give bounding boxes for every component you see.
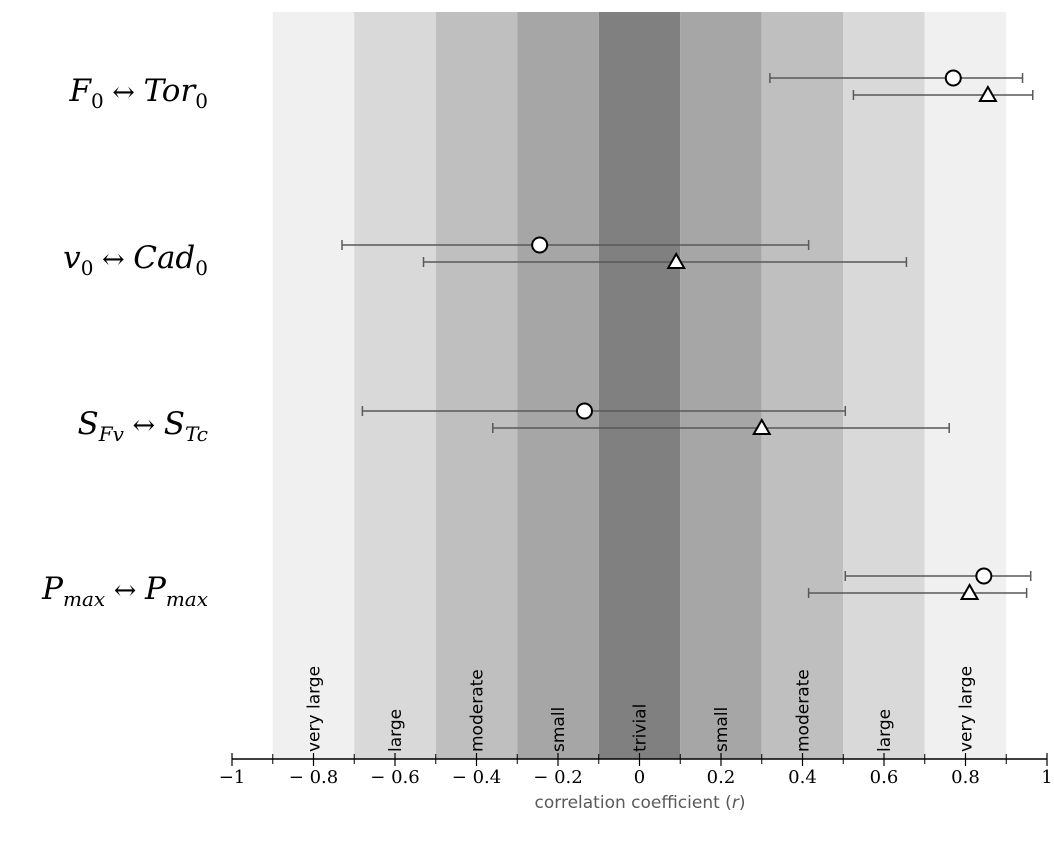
label-left-base: v	[63, 240, 81, 276]
band-3	[435, 12, 518, 759]
label-right-sub: 0	[195, 256, 208, 280]
band-6	[680, 12, 762, 759]
point-circle	[531, 236, 549, 254]
band-1	[272, 12, 355, 759]
label-arrow: ↔	[124, 410, 164, 441]
label-left-base: P	[41, 571, 64, 607]
x-axis: −1 − 0.8 − 0.6 − 0.4 − 0.2 0 0.2 0.4 0.6 0.8 1	[219, 753, 1053, 788]
x-tick-label: −1	[219, 767, 246, 788]
label-arrow: ↔	[105, 575, 145, 606]
label-right-base: S	[164, 406, 185, 442]
effect-size-bands	[232, 12, 1047, 759]
effect-size-band-labels: very large large moderate small trivial small…	[305, 666, 977, 752]
x-tick-label: 1	[1041, 767, 1052, 788]
x-axis-label-variable: r	[732, 793, 740, 813]
label-right-base: P	[144, 571, 167, 607]
band-label: moderate	[468, 669, 488, 752]
x-tick-label: 0.2	[707, 767, 736, 788]
x-tick-label: 0.4	[788, 767, 817, 788]
label-left-sub: max	[63, 587, 105, 611]
label-right-base: Tor	[144, 73, 198, 109]
band-label: large	[875, 709, 895, 752]
band-label: large	[386, 709, 406, 752]
band-10	[1006, 12, 1047, 759]
x-tick-label: 0	[634, 767, 645, 788]
x-tick-label: 0.8	[951, 767, 980, 788]
point-triangle	[959, 582, 980, 600]
point-circle	[975, 567, 993, 585]
x-tick-label: − 0.6	[370, 767, 419, 788]
band-7	[761, 12, 844, 759]
label-right-base: Cad	[133, 240, 195, 276]
x-tick-label: − 0.2	[533, 767, 582, 788]
band-2	[354, 12, 436, 759]
band-label: small	[549, 707, 569, 752]
point-circle	[575, 402, 593, 420]
band-4	[517, 12, 599, 759]
band-5	[598, 12, 681, 759]
x-tick-label: − 0.8	[289, 767, 338, 788]
point-triangle	[752, 417, 772, 435]
row-label: v0 ↔ Cad0	[63, 240, 208, 280]
label-left-base: F	[68, 73, 92, 109]
label-left-sub: Fv	[98, 422, 125, 446]
x-tick-label: 0.6	[870, 767, 899, 788]
band-8	[843, 12, 925, 759]
point-triangle	[978, 84, 998, 102]
band-label: trivial	[631, 704, 651, 752]
label-right-sub: 0	[195, 89, 208, 113]
label-arrow: ↔	[104, 77, 144, 108]
label-left-sub: 0	[91, 89, 104, 113]
label-right-sub: max	[166, 587, 208, 611]
band-label: very large	[305, 666, 325, 752]
label-arrow: ↔	[93, 244, 133, 275]
band-label: very large	[957, 666, 977, 752]
band-0	[232, 12, 273, 759]
x-tick-label: − 0.4	[452, 767, 501, 788]
label-left-base: S	[78, 406, 99, 442]
point-triangle	[666, 251, 686, 269]
band-9	[924, 12, 1007, 759]
x-axis-label: correlation coefficient (r)	[535, 793, 746, 813]
label-right-sub: Tc	[185, 422, 208, 446]
band-label: small	[712, 707, 732, 752]
row-label: Pmax ↔ Pmax	[41, 571, 208, 611]
band-label: moderate	[794, 669, 814, 752]
label-left-sub: 0	[81, 256, 94, 280]
row-label: SFv ↔ STc	[78, 406, 208, 446]
correlation-rows	[341, 69, 1034, 600]
point-circle	[944, 69, 962, 87]
row-label: F0 ↔ Tor0	[68, 73, 208, 113]
x-axis-label-text: correlation coefficient	[535, 793, 721, 813]
